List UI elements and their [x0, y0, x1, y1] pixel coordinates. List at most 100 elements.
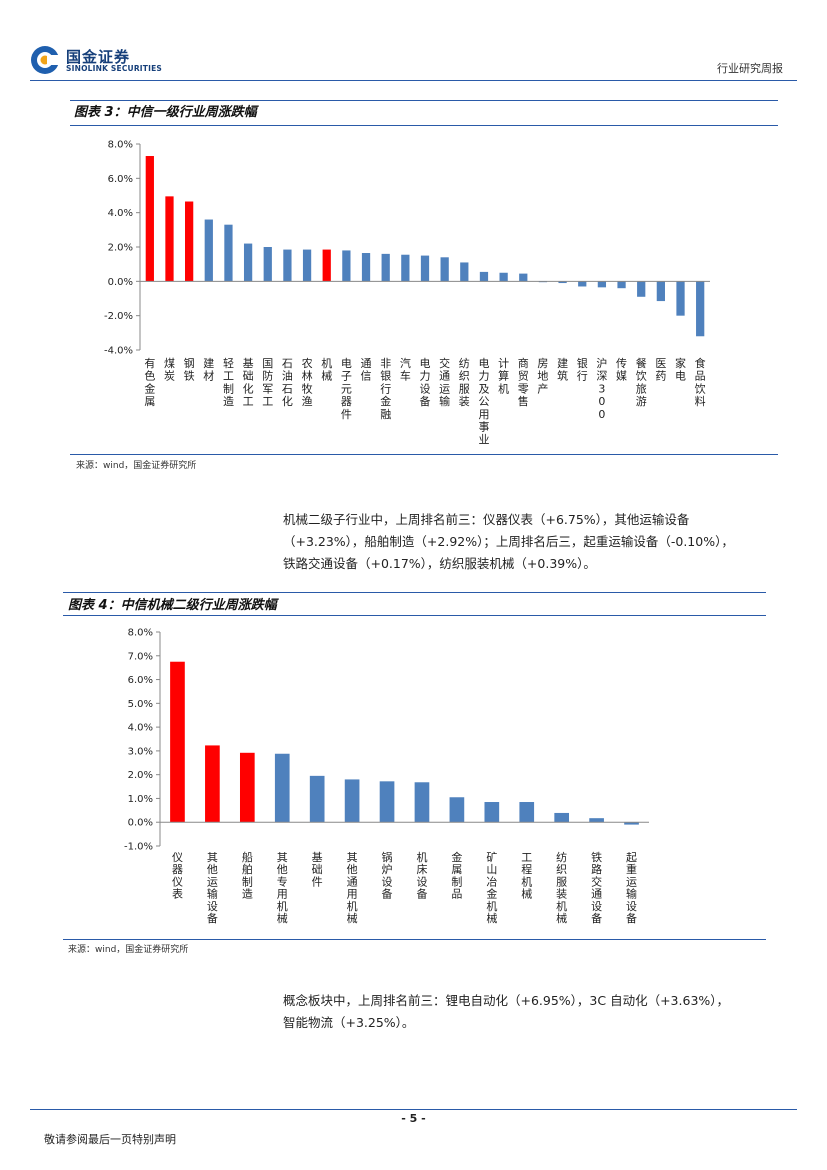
- category-label: 国防军工: [262, 357, 273, 408]
- bar: [656, 281, 665, 302]
- category-label: 锅炉设备: [382, 851, 393, 901]
- bar: [145, 156, 154, 282]
- figure3-title: 图表 3：中信一级行业周涨跌幅: [74, 105, 257, 120]
- y-tick-label: 2.0%: [128, 770, 153, 781]
- bar: [302, 249, 312, 282]
- bar: [460, 262, 469, 282]
- category-label: 电力及公用事业: [478, 357, 489, 446]
- paragraph-line: 智能物流（+3.25%）。: [283, 1015, 415, 1030]
- category-label: 基础化工: [243, 357, 254, 408]
- figure4-title-rule: [63, 615, 766, 616]
- category-label: 矿山冶金机械: [486, 851, 497, 925]
- bar: [578, 281, 587, 287]
- bar: [589, 818, 604, 823]
- category-label: 计算机: [498, 357, 509, 395]
- category-label: 餐饮旅游: [636, 356, 647, 408]
- y-tick-label: 8.0%: [108, 140, 133, 151]
- y-tick-label: 6.0%: [128, 675, 153, 686]
- figure4-source: 来源：wind，国金证券研究所: [68, 945, 189, 955]
- figure4-bottom-rule: [63, 939, 766, 940]
- category-label: 建筑: [557, 356, 568, 383]
- category-label: 纺织服装: [459, 356, 470, 408]
- y-tick-label: -1.0%: [124, 842, 153, 853]
- category-label: 其他专用机械: [277, 851, 288, 925]
- y-tick-label: 8.0%: [128, 628, 153, 639]
- y-tick-label: -2.0%: [104, 311, 133, 322]
- bar: [554, 812, 570, 823]
- bar: [205, 745, 220, 823]
- category-label: 传媒: [616, 357, 627, 383]
- bar: [381, 253, 390, 282]
- category-label: 铁路交通设备: [591, 851, 602, 925]
- paragraph-line: 铁路交通设备（+0.17%），纺织服装机械（+0.39%）。: [283, 556, 596, 571]
- category-label: 其他通用机械: [347, 851, 358, 925]
- bar: [558, 281, 567, 284]
- bar: [597, 281, 607, 288]
- y-tick-label: 0.0%: [108, 277, 133, 288]
- category-label: 起重运输设备: [626, 851, 637, 925]
- bar: [344, 779, 360, 823]
- paragraph-machinery-subsectors: 机械二级子行业中，上周排名前三：仪器仪表（+6.75%），其他运输设备 （+3.…: [283, 509, 803, 575]
- category-label: 电力设备: [420, 357, 431, 408]
- paragraph-concept-sectors: 概念板块中，上周排名前三：锂电自动化（+6.95%），3C 自动化（+3.63%…: [283, 990, 803, 1034]
- category-label: 有色金属: [144, 356, 155, 408]
- category-label: 商贸零售: [518, 356, 529, 408]
- category-label: 通信: [361, 357, 372, 383]
- category-label: 非银行金融: [380, 357, 391, 421]
- y-tick-label: 3.0%: [128, 746, 153, 757]
- page-number: - 5 -: [401, 1112, 426, 1125]
- footer-rule: [30, 1109, 797, 1110]
- bar: [243, 243, 253, 282]
- category-label: 其他运输设备: [207, 851, 218, 925]
- category-label: 石油石化: [282, 357, 293, 408]
- y-tick-label: 2.0%: [108, 243, 133, 254]
- y-tick-label: 7.0%: [128, 651, 153, 662]
- y-tick-label: 4.0%: [108, 208, 133, 219]
- category-label: 仪器仪表: [172, 851, 183, 901]
- bar: [283, 249, 292, 282]
- figure4-title: 图表 4：中信机械二级行业周涨跌幅: [68, 598, 277, 613]
- bar: [274, 753, 290, 823]
- y-tick-label: 1.0%: [128, 794, 153, 805]
- category-label: 建材: [203, 356, 214, 383]
- bar: [361, 253, 371, 282]
- category-label: 汽车: [400, 356, 411, 383]
- category-label: 煤炭: [164, 357, 175, 383]
- bar: [185, 201, 194, 282]
- y-tick-label: 0.0%: [128, 818, 153, 829]
- category-label: 工程机械: [521, 851, 532, 901]
- footer-disclaimer: 敬请参阅最后一页特别声明: [44, 1133, 176, 1146]
- bar: [484, 802, 500, 823]
- category-label: 食品饮料: [695, 356, 706, 408]
- paragraph-line: （+3.23%），船舶制造（+2.92%）；上周排名后三，起重运输设备（-0.1…: [283, 534, 734, 549]
- bar: [617, 281, 626, 289]
- category-label: 船舶制造: [242, 850, 253, 901]
- figure3-top-rule: [70, 100, 778, 101]
- paragraph-line: 概念板块中，上周排名前三：锂电自动化（+6.95%），3C 自动化（+3.63%…: [283, 993, 730, 1008]
- report-type: 行业研究周报: [717, 62, 783, 75]
- bar: [239, 752, 255, 823]
- category-label: 电子元器件: [341, 357, 352, 421]
- category-label: 家电: [675, 356, 686, 383]
- category-label: 交通运输: [439, 356, 450, 408]
- figure3-bottom-rule: [70, 454, 778, 455]
- bar: [414, 782, 430, 823]
- category-label: 机床设备: [416, 850, 427, 901]
- figure3-chart: 8.0% 6.0% 4.0% 2.0% 0.0% -2.0% -4.0% 有色金属煤炭钢铁建材…: [104, 140, 710, 446]
- category-label: 纺织服装机械: [556, 850, 567, 925]
- figure3-source: 来源：wind，国金证券研究所: [76, 461, 197, 471]
- category-label: 房地产: [537, 357, 548, 395]
- bar: [479, 271, 489, 282]
- bar: [696, 281, 705, 337]
- logo-icon: [31, 46, 60, 74]
- bar: [170, 661, 185, 823]
- bar: [204, 219, 213, 282]
- company-logo: 国金证券 SINOLINK SECURITIES: [30, 45, 162, 77]
- category-label: 基础件: [312, 851, 323, 888]
- category-label: 沪深 3 0 0: [596, 356, 607, 421]
- bar: [165, 196, 174, 282]
- bar: [676, 281, 685, 316]
- category-label: 轻工制造: [223, 356, 234, 408]
- category-label: 农林牧渔: [302, 356, 313, 408]
- figure3-title-rule: [70, 125, 778, 126]
